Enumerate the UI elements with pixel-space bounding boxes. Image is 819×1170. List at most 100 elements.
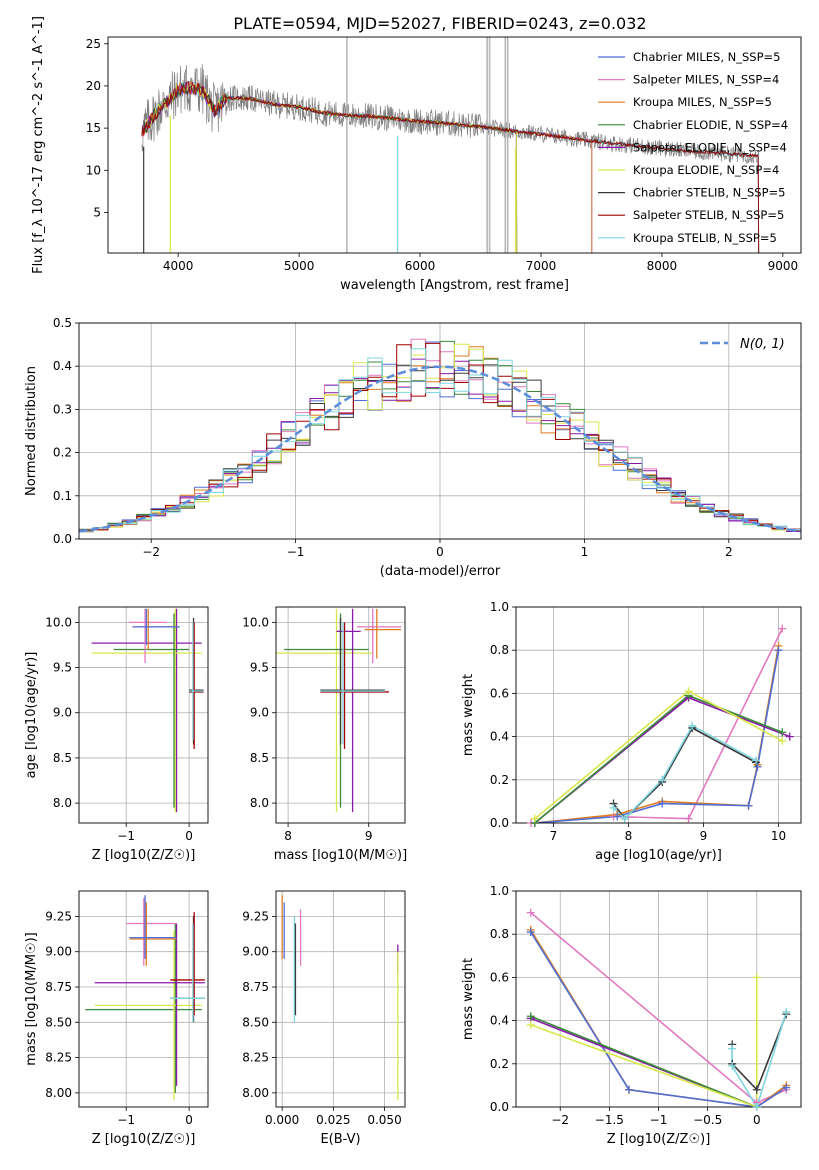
y-axis-label: mass weight <box>461 958 476 1040</box>
y-tick-label-1: 8.5 <box>250 751 269 765</box>
normal-curve <box>79 365 801 533</box>
x-axis-label: Z [log10(Z/Z☉)] <box>92 848 196 863</box>
y-tick-label-0: 0.0 <box>490 1100 509 1114</box>
x-tick-label-0: −1 <box>117 1113 135 1127</box>
y-tick-label-2: 0.2 <box>53 446 72 460</box>
x-tick-label-0: 8 <box>284 829 292 843</box>
plot-area <box>276 608 401 813</box>
x-tick-label-0: −2 <box>551 1113 569 1127</box>
x-tick-label-2: 9 <box>700 829 708 843</box>
figure-title: PLATE=0594, MJD=52027, FIBERID=0243, z=0… <box>233 14 646 33</box>
weight-marker-2-0 <box>526 928 535 937</box>
x-tick-label-1: −1 <box>287 545 305 559</box>
x-tick-label-4: 0 <box>753 1113 761 1127</box>
x-tick-label-1: 8 <box>625 829 633 843</box>
weight-marker-7-0 <box>728 1044 737 1053</box>
weight-marker-7-4 <box>752 756 760 765</box>
x-tick-label-0: −1 <box>117 829 135 843</box>
plot-area <box>141 37 760 253</box>
weight-marker-7-1 <box>620 814 629 823</box>
y-tick-label-3: 0.3 <box>53 402 72 416</box>
y-tick-label-3: 8.75 <box>242 980 269 994</box>
x-axis-label: wavelength [Angstrom, rest frame] <box>340 278 569 293</box>
y-axis-label: Flux [f_λ 10^-17 erg cm^-2 s^-1 A^-1] <box>31 16 46 274</box>
weight-marker-2-1 <box>613 812 622 821</box>
plot-area <box>281 895 399 1100</box>
y-tick-label-0: 0.0 <box>490 816 509 830</box>
x-tick-label-4: 8000 <box>647 259 678 273</box>
x-tick-label-3: 1 <box>581 545 589 559</box>
y-tick-label-1: 0.2 <box>490 773 509 787</box>
plot-area <box>530 628 791 823</box>
x-tick-label-0: 7 <box>550 829 558 843</box>
y-tick-label-5: 9.25 <box>45 909 72 923</box>
weight-marker-2-2 <box>658 799 667 808</box>
y-tick-label-3: 9.5 <box>53 661 72 675</box>
x-axis-label: mass [log10(M/M☉)] <box>274 848 407 863</box>
y-tick-label-3: 0.6 <box>490 686 509 700</box>
x-tick-label-1: 0 <box>185 829 193 843</box>
x-tick-label-0: 4000 <box>163 259 194 273</box>
weight-marker-2-5 <box>774 646 783 655</box>
x-tick-label-1: 9 <box>365 829 373 843</box>
y-tick-label-1: 10 <box>86 163 101 177</box>
x-tick-label-5: 9000 <box>768 259 799 273</box>
y-tick-label-0: 0.0 <box>53 532 72 546</box>
y-tick-label-5: 1.0 <box>490 600 509 614</box>
y-tick-label-0: 8.0 <box>250 796 269 810</box>
panel-spectrum: 4000 5000 6000 7000 8000 9000 5 10 15 20 25 wavelen… <box>31 16 802 293</box>
panel-mass-vs-Z: −1 0 8.00 8.25 8.50 8.75 9.00 9.25 Z [log10(Z/Z☉… <box>24 890 209 1147</box>
weight-marker-7-2 <box>658 775 667 784</box>
plot-area <box>79 338 801 533</box>
x-axis-label: (data-model)/error <box>380 564 501 579</box>
axes-frame <box>78 322 802 540</box>
weight-marker-7-3 <box>688 721 697 730</box>
y-axis-label: mass weight <box>461 674 476 756</box>
y-tick-label-0: 5 <box>93 206 101 220</box>
x-tick-label-0: 0.000 <box>265 1113 299 1127</box>
weight-marker-5-2 <box>752 973 761 982</box>
weight-marker-5-0 <box>530 814 539 823</box>
panel-mass-vs-ebv: 0.000 0.025 0.050 8.00 8.25 8.50 8.75 9.00 9.25 E… <box>242 890 406 1147</box>
y-tick-label-2: 0.4 <box>490 1014 509 1028</box>
weight-marker-2-4 <box>753 762 762 771</box>
weight-marker-7-2 <box>752 1103 761 1111</box>
x-tick-label-2: 0.050 <box>367 1113 401 1127</box>
plot-area <box>91 608 204 813</box>
y-tick-label-4: 25 <box>86 37 101 51</box>
weight-marker-5-2 <box>778 736 787 745</box>
legend-label-0: Chabrier MILES, N_SSP=5 <box>633 50 780 64</box>
weight-line-kroupa-miles <box>534 645 780 823</box>
y-tick-label-4: 0.8 <box>490 927 509 941</box>
legend: Chabrier MILES, N_SSP=5 Salpeter MILES, N… <box>598 50 788 245</box>
model-line-kroupa-elodie <box>141 83 518 253</box>
x-tick-label-3: 7000 <box>526 259 557 273</box>
y-tick-label-2: 9.0 <box>53 706 72 720</box>
y-tick-label-4: 0.8 <box>490 643 509 657</box>
plot-area <box>85 895 205 1100</box>
y-tick-label-0: 8.00 <box>45 1086 72 1100</box>
panel-residual-histogram: −2 −1 0 1 2 0.0 0.1 0.2 0.3 0.4 0.5 (data-model)/er… <box>24 316 802 579</box>
axes-frame <box>275 890 406 1108</box>
y-tick-label-4: 9.00 <box>242 945 269 959</box>
x-tick-label-2: 0 <box>436 545 444 559</box>
weight-marker-2-1 <box>625 1085 634 1094</box>
weight-marker-5-1 <box>684 687 693 696</box>
y-tick-label-4: 0.4 <box>53 359 72 373</box>
legend-label-6: Chabrier STELIB, N_SSP=5 <box>633 186 785 200</box>
x-axis-label: Z [log10(Z/Z☉)] <box>92 1132 196 1147</box>
weight-marker-4-0 <box>526 1012 535 1021</box>
y-tick-label-1: 0.1 <box>53 489 72 503</box>
panel-mass-weight-vs-age: 7 8 9 10 0.0 0.2 0.4 0.6 0.8 1.0 age [log10(age/yr… <box>461 600 802 863</box>
y-tick-label-3: 9.5 <box>250 661 269 675</box>
weight-marker-7-1 <box>728 1061 737 1070</box>
panel-mass-weight-vs-Z: −2 −1.5 −1 −0.5 0 0.0 0.2 0.4 0.6 0.8 1.0 Z [log10(… <box>461 884 802 1147</box>
y-tick-label-4: 9.00 <box>45 945 72 959</box>
legend-label-7: Salpeter STELIB, N_SSP=5 <box>633 208 784 222</box>
y-tick-label-1: 0.2 <box>490 1057 509 1071</box>
weight-marker-0-3 <box>778 624 787 633</box>
y-tick-label-4: 10.0 <box>242 615 269 629</box>
weight-marker-3-2 <box>785 732 794 741</box>
y-tick-label-5: 0.5 <box>53 316 72 330</box>
